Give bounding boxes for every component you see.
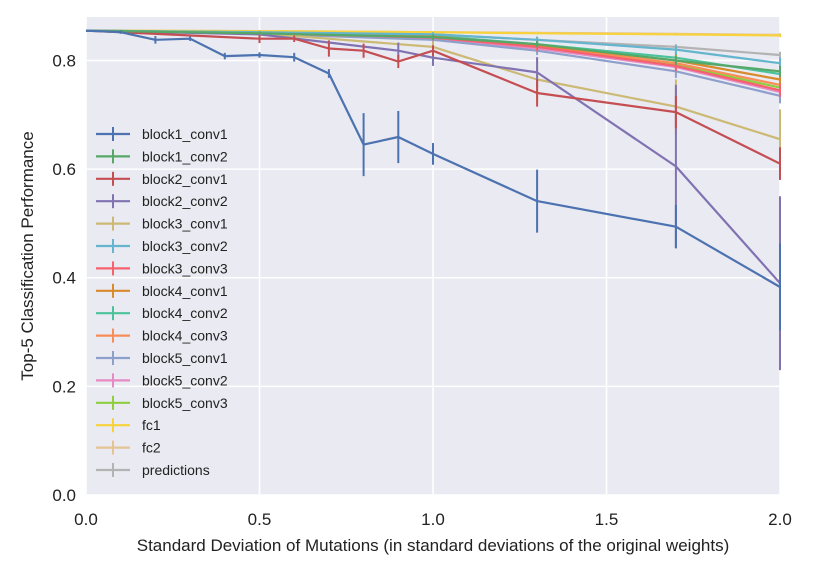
y-tick-label: 0.0 [52, 486, 76, 505]
legend-label: block3_conv1 [142, 216, 228, 232]
x-tick-label: 1.5 [595, 510, 619, 529]
legend-label: block2_conv2 [142, 193, 228, 209]
legend-entry: block5_conv3 [96, 395, 228, 411]
x-tick-label: 1.0 [421, 510, 445, 529]
x-tick-labels: 0.0 0.5 1.0 1.5 2.0 [74, 510, 792, 529]
series-layer [85, 29, 781, 371]
legend: block1_conv1 block1_conv2 block2_conv1bloc… [96, 126, 228, 478]
y-tick-label: 0.4 [52, 269, 76, 288]
y-tick-label: 0.6 [52, 160, 76, 179]
legend-label: fc1 [142, 417, 161, 433]
x-tick-label: 0.0 [74, 510, 98, 529]
legend-entry: block4_conv2 [96, 305, 228, 321]
legend-entry: block5_conv2 [96, 372, 228, 388]
y-tick-label: 0.2 [52, 377, 76, 396]
legend-entry: block4_conv3 [96, 328, 228, 344]
x-tick-label: 2.0 [768, 510, 792, 529]
series-line [85, 29, 781, 73]
legend-label: block5_conv3 [142, 395, 228, 411]
y-tick-label: 0.8 [52, 51, 76, 70]
series-line [85, 29, 781, 165]
legend-label: block1_conv1 [142, 126, 228, 142]
legend-entry: block3_conv2 [96, 238, 228, 254]
legend-label: predictions [142, 462, 210, 478]
legend-entry: fc2 [96, 440, 161, 456]
series-block2_conv1 [85, 29, 781, 180]
legend-entry: block1_conv1 [96, 126, 228, 142]
legend-entry: block2_conv2 [96, 193, 228, 209]
x-tick-label: 0.5 [248, 510, 272, 529]
legend-entry: block3_conv1 [96, 216, 228, 232]
legend-label: block3_conv3 [142, 260, 228, 276]
series-line [85, 29, 781, 288]
legend-label: block2_conv1 [142, 171, 228, 187]
legend-entry: predictions [96, 462, 210, 478]
legend-entry: block5_conv1 [96, 350, 228, 366]
legend-label: block3_conv2 [142, 238, 228, 254]
legend-label: block4_conv1 [142, 283, 228, 299]
legend-label: block1_conv2 [142, 148, 228, 164]
legend-entry: block2_conv1 [96, 171, 228, 187]
series-block1_conv1 [85, 29, 781, 331]
legend-entry: block1_conv2 [96, 148, 228, 164]
legend-entry: block4_conv1 [96, 283, 228, 299]
x-axis-label: Standard Deviation of Mutations (in stan… [137, 536, 730, 555]
y-tick-labels: 0.0 0.2 0.4 0.6 0.8 [52, 51, 76, 505]
legend-label: block4_conv2 [142, 305, 228, 321]
legend-label: block5_conv2 [142, 372, 228, 388]
legend-label: fc2 [142, 440, 161, 456]
y-axis-label: Top-5 Classification Performance [18, 131, 37, 380]
legend-label: block5_conv1 [142, 350, 228, 366]
legend-label: block4_conv3 [142, 328, 228, 344]
legend-entry: fc1 [96, 417, 161, 433]
legend-entry: block3_conv3 [96, 260, 228, 276]
series-block1_conv2 [85, 29, 781, 77]
